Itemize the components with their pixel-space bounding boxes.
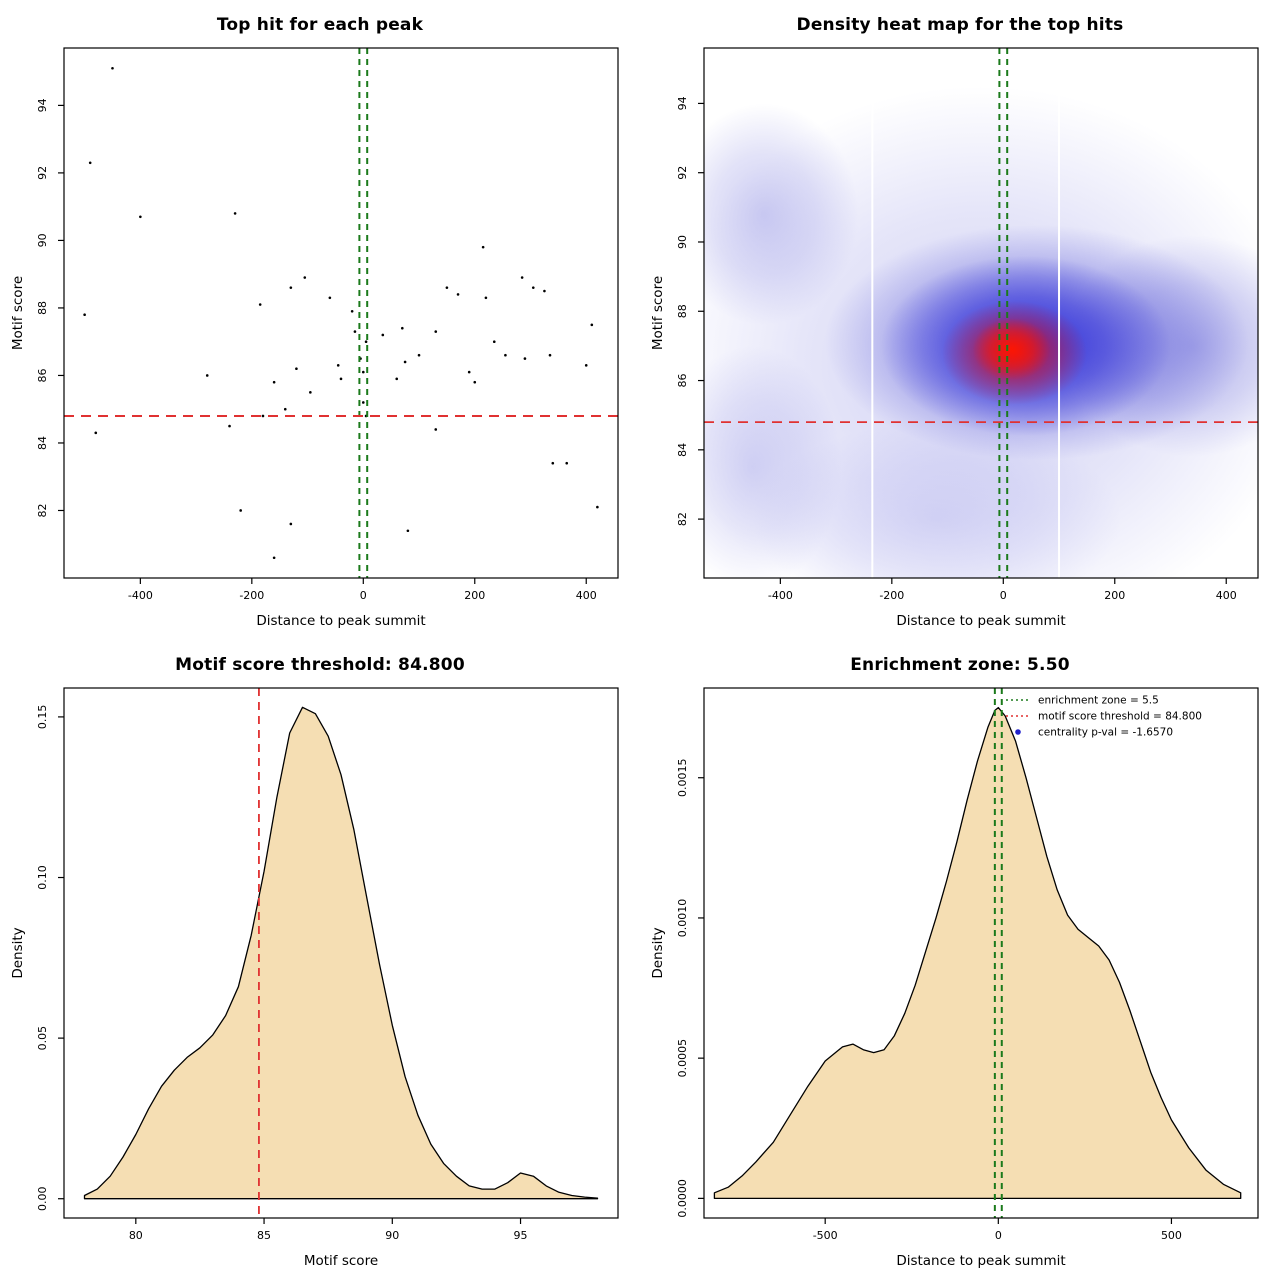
svg-text:400: 400 — [576, 589, 597, 602]
svg-text:200: 200 — [1104, 589, 1125, 602]
svg-text:-400: -400 — [128, 589, 153, 602]
svg-text:0: 0 — [360, 589, 367, 602]
svg-text:0.0005: 0.0005 — [676, 1039, 689, 1078]
svg-text:0.0000: 0.0000 — [676, 1179, 689, 1218]
svg-text:88: 88 — [36, 301, 49, 315]
svg-text:centrality p-val = -1.6570: centrality p-val = -1.6570 — [1038, 727, 1173, 739]
svg-text:500: 500 — [1161, 1229, 1182, 1242]
heatmap-plot-canvas: -400 -200 0 200 400 82 84 86 88 90 92 94 Distance to… — [650, 47, 1259, 629]
heatmap-title: Density heat map for the top hits — [796, 15, 1124, 35]
svg-text:0: 0 — [1000, 589, 1007, 602]
svg-text:Density: Density — [650, 927, 666, 978]
svg-text:Distance to peak summit: Distance to peak summit — [896, 1253, 1065, 1269]
svg-text:enrichment zone = 5.5: enrichment zone = 5.5 — [1038, 695, 1159, 707]
svg-text:0.15: 0.15 — [36, 705, 49, 730]
svg-text:80: 80 — [129, 1229, 143, 1242]
svg-text:0.00: 0.00 — [36, 1186, 49, 1211]
svg-text:200: 200 — [464, 589, 485, 602]
motif-score-density-title: Motif score threshold: 84.800 — [175, 655, 465, 675]
svg-text:86: 86 — [36, 368, 49, 382]
svg-text:-500: -500 — [813, 1229, 838, 1242]
scatter-plot-canvas: -400 -200 0 200 400 82 84 86 88 90 92 94 Distance to… — [10, 47, 619, 629]
svg-text:Motif score: Motif score — [10, 276, 26, 350]
svg-text:82: 82 — [36, 503, 49, 517]
panel-motif-score-density: Motif score threshold: 84.800 80 85 90 95 0.… — [0, 640, 640, 1280]
svg-text:92: 92 — [36, 166, 49, 180]
svg-text:92: 92 — [676, 166, 689, 180]
svg-text:90: 90 — [385, 1229, 399, 1242]
svg-text:94: 94 — [36, 98, 49, 112]
svg-text:82: 82 — [676, 512, 689, 526]
panel-enrichment-zone-density: Enrichment zone: 5.50 -500 0 500 0.0000 0.00… — [640, 640, 1280, 1280]
svg-text:-400: -400 — [768, 589, 793, 602]
svg-text:Distance to peak summit: Distance to peak summit — [256, 613, 425, 629]
enrichment-zone-density-canvas: -500 0 500 0.0000 0.0005 0.0010 0.0015 Distance… — [650, 687, 1259, 1269]
svg-text:88: 88 — [676, 304, 689, 318]
scatter-title: Top hit for each peak — [216, 15, 424, 35]
svg-text:85: 85 — [257, 1229, 271, 1242]
svg-text:Distance to peak summit: Distance to peak summit — [896, 613, 1065, 629]
svg-text:0: 0 — [995, 1229, 1002, 1242]
svg-text:0.10: 0.10 — [36, 865, 49, 890]
svg-text:84: 84 — [676, 443, 689, 457]
svg-text:95: 95 — [514, 1229, 528, 1242]
motif-score-density-canvas: 80 85 90 95 0.00 0.05 0.10 0.15 Motif score Densi… — [10, 687, 619, 1269]
svg-text:86: 86 — [676, 374, 689, 388]
svg-text:94: 94 — [676, 96, 689, 110]
svg-text:90: 90 — [36, 233, 49, 247]
svg-text:84: 84 — [36, 436, 49, 450]
panel-density-heatmap: Density heat map for the top hits -400 -2… — [640, 0, 1280, 640]
svg-text:Motif score: Motif score — [650, 276, 666, 350]
enrichment-zone-title: Enrichment zone: 5.50 — [850, 655, 1070, 675]
panel-top-hit-scatter: Top hit for each peak -400 -200 0 200 400 82 8… — [0, 0, 640, 640]
svg-text:0.0015: 0.0015 — [676, 758, 689, 797]
svg-text:0.0010: 0.0010 — [676, 899, 689, 938]
svg-text:-200: -200 — [879, 589, 904, 602]
svg-text:90: 90 — [676, 235, 689, 249]
svg-text:0.05: 0.05 — [36, 1026, 49, 1051]
svg-text:Motif score: Motif score — [304, 1253, 378, 1269]
svg-text:Density: Density — [10, 927, 26, 978]
svg-text:-200: -200 — [239, 589, 264, 602]
svg-text:400: 400 — [1216, 589, 1237, 602]
svg-text:motif score threshold = 84.800: motif score threshold = 84.800 — [1038, 711, 1202, 723]
